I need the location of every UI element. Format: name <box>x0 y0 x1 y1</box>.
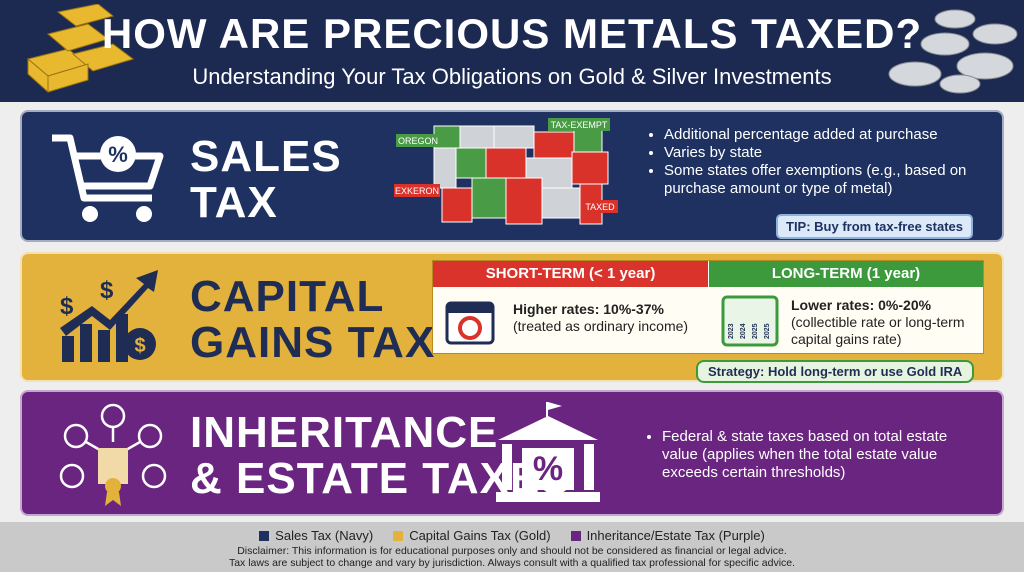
percent-glyph: % <box>533 450 563 488</box>
legend: Sales Tax (Navy) Capital Gains Tax (Gold)… <box>0 528 1024 543</box>
disclaimer: Disclaimer: This information is for educ… <box>237 545 787 557</box>
calendar-year: 2023 <box>728 323 735 339</box>
legend-item: Inheritance/Estate Tax (Purple) <box>570 528 765 543</box>
legend-item: Sales Tax (Navy) <box>259 528 373 543</box>
map-label: OREGON <box>398 136 438 146</box>
heirs-icon <box>59 403 167 506</box>
disclaimer: Tax laws are subject to change and vary … <box>228 557 796 569</box>
title: HOW ARE PRECIOUS METALS TAXED? <box>101 10 923 57</box>
section-title: GAINS TAX <box>190 318 436 367</box>
term-table: SHORT-TERM (< 1 year) LONG-TERM (1 year)… <box>432 260 984 354</box>
bullet: Some states offer exemptions (e.g., base… <box>664 162 978 198</box>
map-label: TAX-EXEMPT <box>551 120 608 130</box>
legend-text: Inheritance/Estate Tax (Purple) <box>586 528 765 543</box>
calendar-year: 2025 <box>764 323 771 339</box>
inheritance-panel: INHERITANCE & ESTATE TAXES % Federal & s… <box>20 390 1004 516</box>
percent-glyph: % <box>108 142 128 167</box>
growth-icon: $ $ $ <box>60 270 158 362</box>
dollar-glyph: $ <box>60 293 74 320</box>
legend-text: Sales Tax (Navy) <box>275 528 374 543</box>
sales-panel: % SALES TAX OREGON TAX-EXEMPT EXKERON TA… <box>20 110 1004 242</box>
bullet: Additional percentage added at purchase <box>664 126 978 144</box>
short-line: Higher rates: 10%-37% <box>513 301 664 317</box>
legend-swatch <box>393 531 404 541</box>
bullet-list: Additional percentage added at purchase … <box>648 126 978 198</box>
dollar-glyph: $ <box>100 277 114 304</box>
short-line: (treated as ordinary income) <box>513 318 689 334</box>
section-title: INHERITANCE <box>190 408 499 457</box>
footer: Sales Tax (Navy) Capital Gains Tax (Gold)… <box>0 522 1024 572</box>
cart-icon: % <box>52 134 164 222</box>
long-line: (collectible rate or long-term capital g… <box>791 314 965 347</box>
legend-item: Capital Gains Tax (Gold) <box>393 528 551 543</box>
dollar-glyph: $ <box>134 335 145 357</box>
legend-swatch <box>570 531 581 541</box>
us-map: OREGON TAX-EXEMPT EXKERON TAXED <box>394 118 618 225</box>
map-label: EXKERON <box>395 186 439 196</box>
calendar-years-icon: 2023 2024 2025 2025 <box>721 295 779 347</box>
silver-coins-icon <box>888 9 1018 94</box>
header: HOW ARE PRECIOUS METALS TAXED? Understan… <box>0 0 1024 102</box>
calendar-year: 2024 <box>740 323 747 339</box>
section-title: CAPITAL <box>190 272 385 321</box>
bullet: Federal & state taxes based on total est… <box>662 428 976 482</box>
legend-swatch <box>259 531 270 541</box>
bullet: Varies by state <box>664 144 978 162</box>
capital-panel: $ $ $ CAPITAL GAINS TAX SHORT-TERM (< 1 … <box>20 252 1004 383</box>
map-label: TAXED <box>585 202 615 212</box>
strategy: Strategy: Hold long-term or use Gold IRA <box>696 360 975 383</box>
bullet-list: Federal & state taxes based on total est… <box>646 428 976 482</box>
long-line: Lower rates: 0%-20% <box>791 297 932 313</box>
section-title: TAX <box>190 178 278 227</box>
legend-text: Capital Gains Tax (Gold) <box>409 528 551 543</box>
gold-bars-icon <box>26 4 135 94</box>
section-title: SALES <box>190 132 342 181</box>
calendar-year: 2025 <box>752 323 759 339</box>
long-heading: LONG-TERM (1 year) <box>709 261 983 287</box>
short-heading: SHORT-TERM (< 1 year) <box>433 261 708 287</box>
calendar-icon <box>445 301 495 345</box>
subtitle: Understanding Your Tax Obligations on Go… <box>192 64 832 89</box>
building-icon: % <box>496 402 600 502</box>
tip: TIP: Buy from tax-free states <box>776 214 973 239</box>
